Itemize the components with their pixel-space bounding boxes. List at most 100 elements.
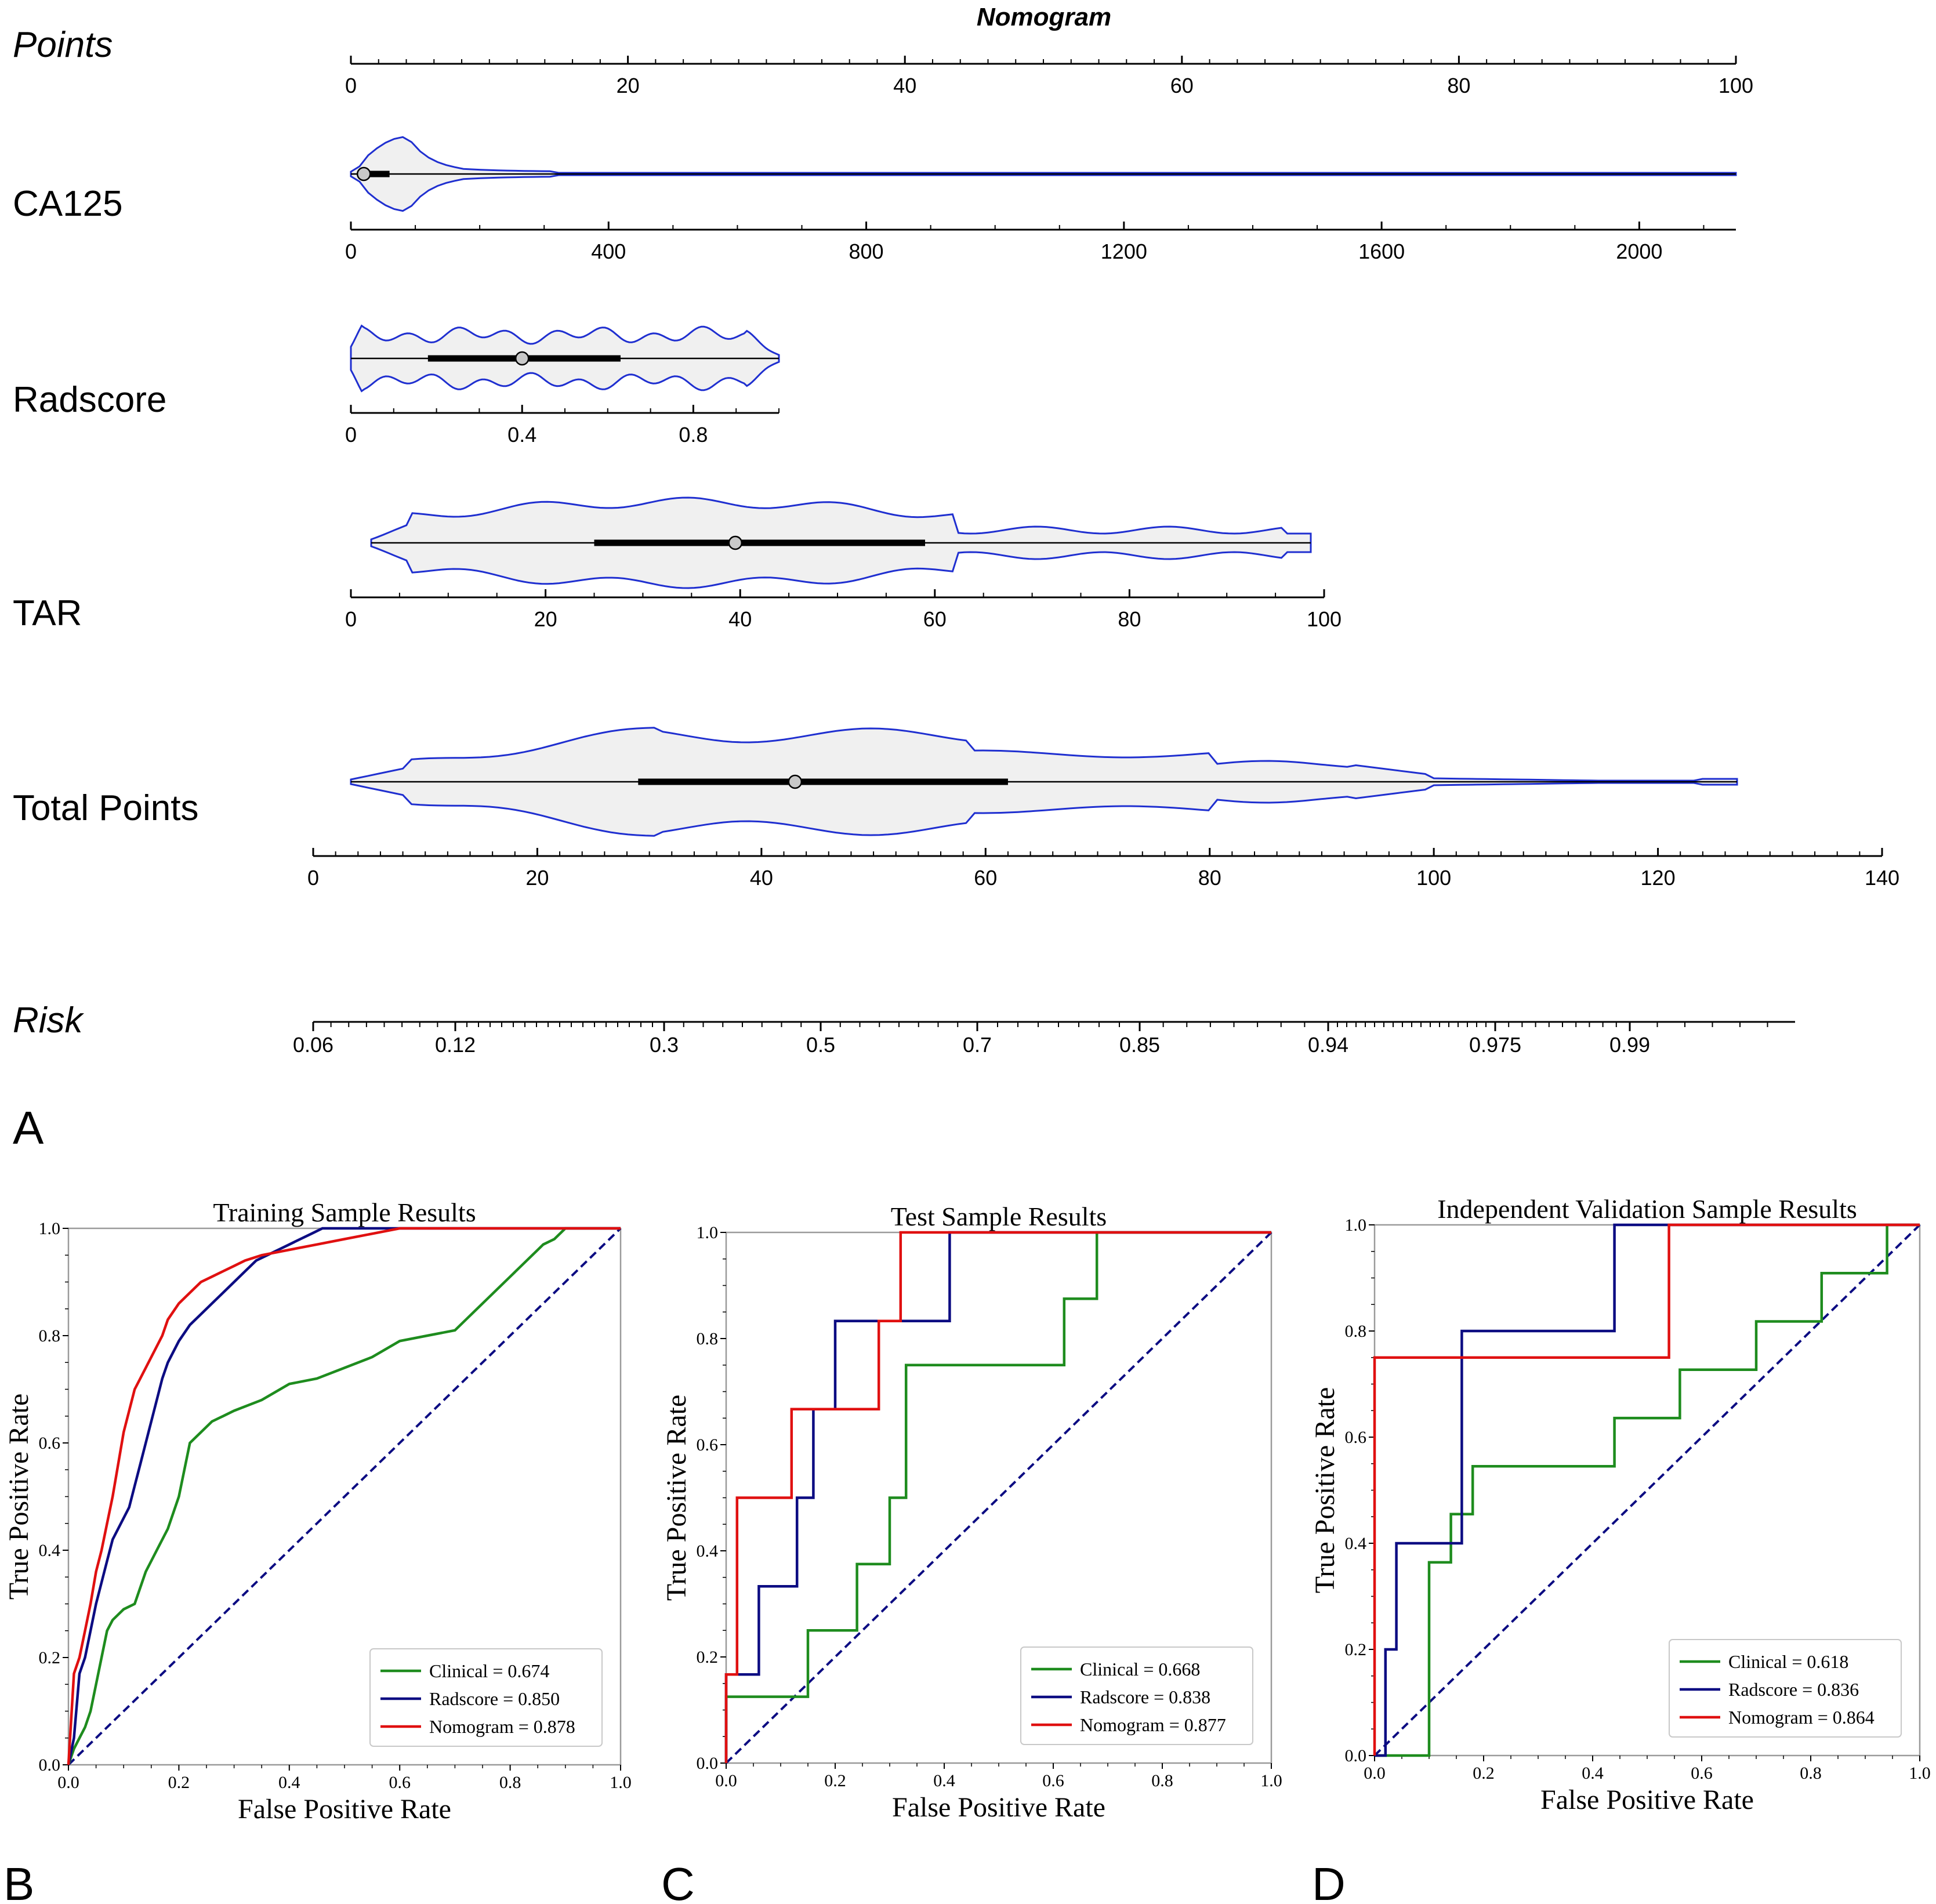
y-tick-label: 0.8 [39, 1326, 61, 1346]
row-label-risk: Risk [13, 1000, 85, 1040]
tar-axis-tick-label: 100 [1307, 607, 1342, 631]
roc-curve-nomogram [67, 1227, 621, 1765]
chart-title: Test Sample Results [891, 1202, 1107, 1231]
x-tick-label: 0.6 [1691, 1764, 1713, 1783]
risk-axis-tick-label: 0.94 [1308, 1033, 1348, 1057]
radscore-axis-tick-label: 0.4 [507, 423, 536, 447]
radscore-axis-tick-label: 0 [345, 423, 357, 447]
x-tick-label: 1.0 [610, 1773, 632, 1792]
roc-panel-training: Training Sample Results False Positive Ra… [3, 1198, 632, 1825]
radscore-axis-tick-label: 0.8 [679, 423, 708, 447]
total-points-axis-tick-label: 20 [525, 866, 549, 890]
radscore-median-point [514, 351, 530, 366]
total-points-axis-tick-label: 80 [1198, 866, 1221, 890]
ca125-axis-tick-label: 2000 [1616, 240, 1662, 263]
panel-label-c: C [661, 1858, 695, 1904]
x-tick-label: 0.4 [1582, 1764, 1604, 1783]
y-axis-label: True Positive Rate [661, 1395, 692, 1601]
y-tick-label: 0.0 [39, 1756, 61, 1775]
legend-label-nomogram: Nomogram = 0.864 [1728, 1707, 1875, 1728]
x-tick-label: 0.8 [1151, 1771, 1173, 1790]
risk-axis-tick-label: 0.7 [963, 1033, 992, 1057]
chance-diagonal [67, 1227, 622, 1766]
legend-label-nomogram: Nomogram = 0.878 [429, 1716, 575, 1737]
legend-label-radscore: Radscore = 0.838 [1080, 1687, 1210, 1707]
risk-axis-tick-label: 0.85 [1119, 1033, 1160, 1057]
tar-median-point [728, 535, 743, 550]
risk-axis-tick-label: 0.3 [650, 1033, 679, 1057]
y-tick-label: 1.0 [39, 1219, 61, 1238]
ca125-axis-tick-label: 800 [849, 240, 884, 263]
risk-axis-tick-label: 0.06 [293, 1033, 333, 1057]
total-points-axis-tick-label: 100 [1416, 866, 1451, 890]
roc-curve-clinical [724, 1231, 1271, 1763]
row-label-ca125: CA125 [13, 184, 123, 224]
panel-label-b: B [3, 1858, 34, 1904]
y-tick-label: 0.2 [1345, 1640, 1367, 1659]
total-points-axis-tick-label: 60 [974, 866, 997, 890]
x-tick-label: 0.0 [1364, 1764, 1386, 1783]
ca125-axis-tick-label: 1200 [1101, 240, 1147, 263]
y-tick-label: 0.8 [697, 1329, 719, 1348]
chart-title: Training Sample Results [213, 1198, 476, 1227]
points-axis-tick-label: 0 [345, 74, 357, 97]
x-tick-label: 0.6 [1042, 1771, 1064, 1790]
row-label-total-points: Total Points [13, 788, 199, 828]
legend-label-clinical: Clinical = 0.618 [1728, 1651, 1848, 1672]
y-tick-label: 0.0 [1345, 1746, 1367, 1765]
x-tick-label: 0.0 [57, 1773, 79, 1792]
y-tick-label: 0.4 [697, 1542, 719, 1561]
x-axis-label: False Positive Rate [238, 1794, 451, 1825]
risk-axis-tick-label: 0.5 [806, 1033, 835, 1057]
y-tick-label: 0.6 [697, 1435, 719, 1455]
x-axis-label: False Positive Rate [1540, 1785, 1754, 1815]
panel-label-d: D [1312, 1858, 1346, 1904]
chart-title: Independent Validation Sample Results [1437, 1194, 1857, 1224]
y-tick-label: 1.0 [1345, 1216, 1367, 1235]
total-points-axis-tick-label: 0 [307, 866, 319, 890]
points-axis-tick-label: 60 [1170, 74, 1194, 97]
legend-box [1020, 1646, 1253, 1745]
tar-axis-tick-label: 40 [728, 607, 752, 631]
ca125-axis-tick-label: 1600 [1358, 240, 1405, 263]
points-axis-tick-label: 100 [1719, 74, 1753, 97]
roc-curve-nomogram [724, 1231, 1271, 1763]
tar-axis-tick-label: 80 [1118, 607, 1141, 631]
x-tick-label: 0.0 [715, 1771, 737, 1790]
nomogram-violins [350, 136, 1738, 837]
y-tick-label: 0.6 [1345, 1428, 1367, 1447]
y-tick-label: 1.0 [697, 1223, 719, 1242]
y-tick-label: 0.0 [697, 1754, 719, 1773]
roc-curve-clinical [1375, 1223, 1920, 1757]
x-tick-label: 0.6 [389, 1773, 411, 1792]
x-tick-label: 0.8 [1800, 1764, 1822, 1783]
ca125-axis-tick-label: 400 [591, 240, 626, 263]
roc-curve-radscore [1375, 1223, 1920, 1757]
nomogram-title: Nomogram [977, 3, 1111, 31]
x-tick-label: 0.2 [824, 1771, 846, 1790]
legend-label-radscore: Radscore = 0.836 [1728, 1679, 1859, 1700]
ca125-axis-tick-label: 0 [345, 240, 357, 263]
legend-label-clinical: Clinical = 0.674 [429, 1660, 549, 1681]
row-label-points: Points [13, 25, 113, 65]
x-tick-label: 0.2 [1473, 1764, 1495, 1783]
legend-box [1669, 1639, 1902, 1738]
roc-curve-nomogram [1373, 1223, 1920, 1756]
x-tick-label: 1.0 [1260, 1771, 1282, 1790]
total-points-axis-tick-label: 40 [750, 866, 773, 890]
total-median-point [788, 774, 803, 789]
y-tick-label: 0.4 [1345, 1534, 1367, 1553]
roc-panel-test: Test Sample Results False Positive Rate Tr… [661, 1202, 1282, 1823]
y-tick-label: 0.2 [697, 1648, 719, 1667]
nomogram: Nomogram Points CA125 Radscore TAR Total… [13, 3, 1899, 1154]
y-axis-label: True Positive Rate [1310, 1387, 1340, 1594]
legend-box [369, 1648, 603, 1747]
y-tick-label: 0.6 [39, 1434, 61, 1453]
y-axis-label: True Positive Rate [3, 1394, 34, 1600]
points-axis-tick-label: 80 [1447, 74, 1470, 97]
legend-label-nomogram: Nomogram = 0.877 [1080, 1714, 1226, 1735]
y-tick-label: 0.2 [39, 1648, 61, 1667]
roc-panel-validation: Independent Validation Sample Results Fal… [1310, 1194, 1931, 1815]
